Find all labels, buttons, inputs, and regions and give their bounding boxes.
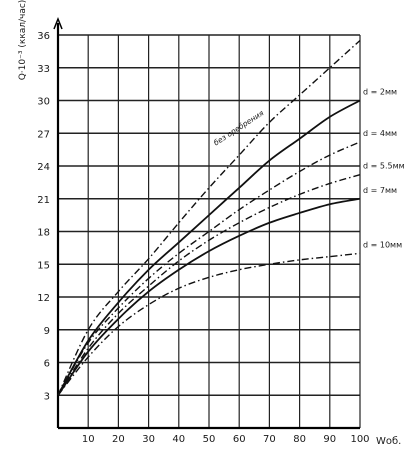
series-line: [57, 99, 361, 396]
series-label: d = 4мм: [363, 129, 397, 138]
x-tick-label: 40: [172, 434, 185, 445]
y-tick-label: 6: [44, 359, 50, 370]
series-line: [57, 252, 361, 396]
x-axis-label: Wоб.: [376, 436, 401, 447]
x-tick-label: 20: [112, 434, 125, 445]
y-axis-label: Q·10⁻³ (ккал/час): [18, 0, 28, 80]
series-label: d = 10мм: [363, 240, 402, 249]
y-tick-label: 9: [44, 326, 50, 337]
x-tick-label: 60: [233, 434, 246, 445]
axes: [53, 16, 360, 430]
y-tick-label: 15: [37, 260, 50, 271]
series-label: d = 7мм: [363, 186, 397, 195]
x-tick-label: 30: [142, 434, 155, 445]
series-line: [57, 39, 361, 396]
y-axis-label-group: Q·10⁻³ (ккал/час): [18, 0, 28, 80]
y-tick-label: 24: [37, 162, 50, 173]
y-tick-label: 3: [44, 391, 50, 402]
x-tick-label: 100: [350, 434, 369, 445]
y-axis-arrow: [53, 16, 63, 30]
series-label: d = 5.5мм: [363, 162, 405, 171]
x-tick-label: 10: [82, 434, 95, 445]
x-tick-label: 90: [323, 434, 336, 445]
x-tick-label: 50: [203, 434, 216, 445]
y-tick-label: 33: [37, 64, 50, 75]
y-tick-label: 18: [37, 228, 50, 239]
x-tick-label: 80: [293, 434, 306, 445]
y-tick-label: 21: [37, 195, 50, 206]
grid: [58, 34, 361, 428]
series-line: [57, 141, 361, 396]
series-line: [57, 174, 361, 396]
y-tick-label: 12: [37, 293, 50, 304]
series-label: d = 2мм: [363, 88, 397, 97]
y-tick-label: 30: [37, 97, 50, 108]
series-line: [57, 197, 361, 396]
series-lines: [57, 39, 361, 396]
x-tick-label: 70: [263, 434, 276, 445]
y-tick-label: 36: [37, 31, 50, 42]
y-tick-label: 27: [37, 129, 50, 140]
